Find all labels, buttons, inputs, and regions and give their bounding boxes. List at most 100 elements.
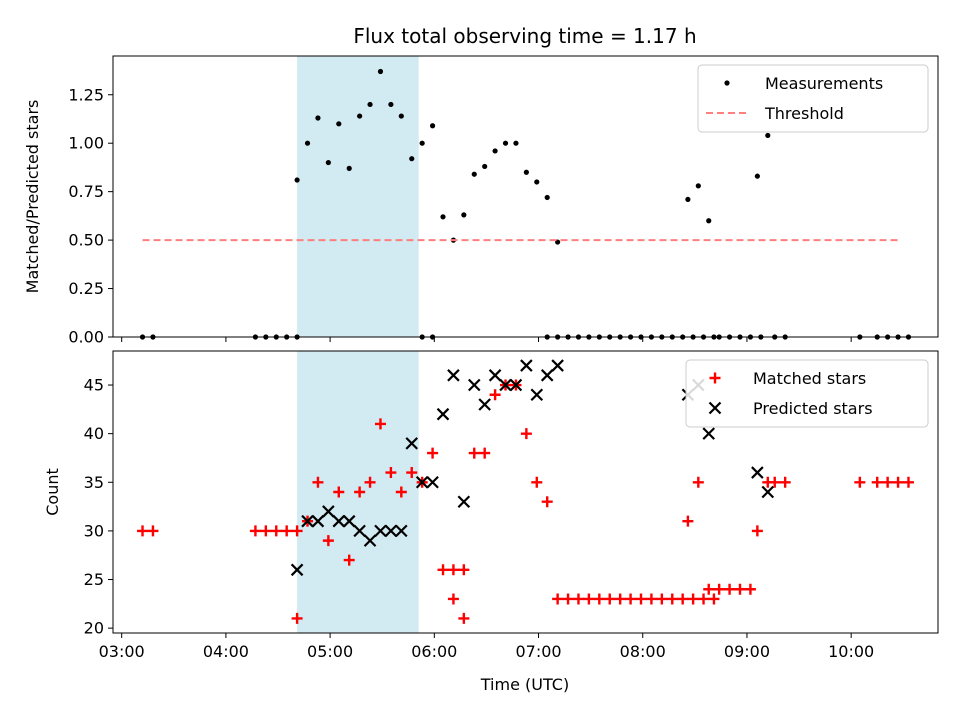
matched-star-point [322,535,334,547]
y-tick-label: 40 [84,424,104,443]
matched-star-point [552,593,564,605]
measurement-point [685,196,691,203]
matched-star-point [734,583,746,595]
y-tick-label: 20 [84,619,104,638]
predicted-star-point [311,514,325,528]
measurement-point [294,177,300,183]
measurement-point [706,218,712,224]
y-tick-label: 35 [84,473,104,492]
matched-star-point [692,476,704,488]
measurement-point [695,183,701,189]
x-tick-label: 03:00 [99,642,145,661]
matched-star-point [458,612,470,624]
predicted-star-point [488,369,502,382]
measurement-point [534,179,540,185]
matched-star-point [871,476,883,488]
matched-star-point [395,486,407,498]
matched-star-point [892,476,904,488]
predicted-star-point [405,437,419,450]
predicted-star-point [363,534,377,547]
top-axes-frame [112,55,939,338]
predicted-star-point [332,514,346,528]
predicted-star-point [467,378,481,392]
top-y-axis-label: Matched/Predicted stars [23,100,42,294]
top-panel: Flux total observing time = 1.17 h 0.00 0… [23,24,939,347]
chart-title: Flux total observing time = 1.17 h [353,24,696,48]
matched-star-point [751,525,763,537]
legend-label: Matched stars [753,369,866,388]
measurement-point [357,113,363,119]
matched-star-point [385,467,397,479]
measurement-point [325,159,331,166]
measurement-point [461,212,467,218]
measurement-point [336,121,342,127]
matched-star-point [724,583,736,595]
measurement-point [492,148,498,154]
matched-star-point [779,476,791,488]
predicted-star-point [551,359,564,372]
predicted-star-point [540,369,554,382]
predicted-star-point [478,398,491,411]
legend-label: Threshold [764,104,844,123]
matched-star-point [902,476,914,488]
matched-star-point [656,593,668,605]
observing-window-shade [297,56,419,337]
predicted-star-point [751,466,764,479]
matched-star-point [458,564,470,576]
legend-marker-plus [709,372,721,384]
matched-star-point [291,525,303,537]
measurement-point [523,169,529,175]
predicted-star-point [395,524,408,538]
bottom-panel: 20 25 30 35 40 45 03:00 04:00 05:00 06:00 07:00 08… [43,350,939,694]
matched-star-point [882,476,894,488]
y-tick-label: 0.75 [68,182,104,201]
matched-star-point [489,389,501,401]
predicted-star-point [520,359,533,372]
predicted-star-point [702,427,716,440]
predicted-star-point [509,378,523,392]
measurement-point [471,171,477,177]
legend-box [697,64,929,133]
legend-marker-dot [724,80,730,86]
matched-star-point [625,593,637,605]
matched-star-point [854,476,866,488]
predicted-star-point [530,388,544,402]
predicted-star-point [499,378,512,392]
matched-star-point [583,593,595,605]
x-tick-label: 05:00 [307,642,353,661]
x-tick-label: 07:00 [515,642,561,661]
x-tick-label: 09:00 [724,642,770,661]
measurement-point [409,156,415,162]
predicted-star-point [761,485,775,499]
matched-star-point [698,593,710,605]
y-tick-label: 1.00 [68,134,104,153]
matched-star-point [744,583,756,595]
matched-star-point [479,447,491,459]
matched-star-point [343,554,355,566]
bottom-axes-frame [112,350,939,634]
measurement-point [765,132,771,139]
y-tick-label: 0.25 [68,279,104,298]
matched-star-point [354,486,366,498]
matched-star-point [437,564,449,576]
predicted-star-point [415,475,429,489]
predicted-star-point [426,475,439,489]
matched-star-point [447,593,459,605]
matched-star-point [708,593,720,605]
matched-star-point [333,486,345,498]
matched-star-point [468,447,480,459]
matched-star-point [260,525,272,537]
predicted-star-point [436,407,450,421]
measurement-point [377,68,384,75]
predicted-star-point [457,495,471,509]
legend-marker-x [708,401,722,415]
matched-star-point [645,593,657,605]
matched-star-point [635,593,647,605]
matched-star-point [677,593,689,605]
measurement-point [304,140,311,146]
matched-star-point [147,525,159,537]
matched-star-point [374,418,386,430]
matched-star-point [666,593,678,605]
matched-star-point [687,593,699,605]
